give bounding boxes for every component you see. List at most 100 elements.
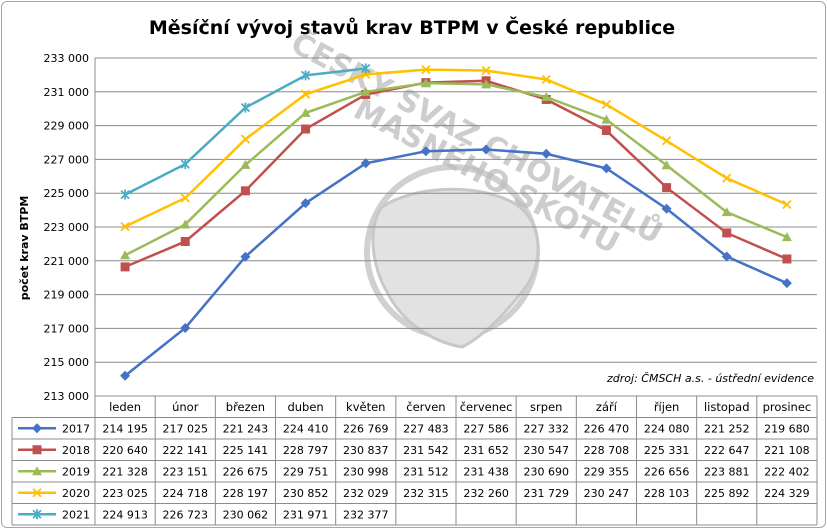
- table-cell-value: 222 402: [764, 465, 810, 478]
- table-cell-value: 223 151: [163, 465, 209, 478]
- legend-marker: [32, 445, 42, 455]
- series-2019: [120, 78, 792, 260]
- table-cell-value: 229 751: [283, 465, 329, 478]
- legend-marker: [32, 466, 42, 476]
- data-point: [300, 70, 311, 81]
- table-cell-value: 231 438: [463, 465, 509, 478]
- data-point: [180, 322, 191, 333]
- table-cell-value: 221 252: [704, 422, 750, 435]
- data-point: [240, 251, 251, 262]
- legend-marker: [32, 488, 42, 498]
- table-cell-value: 230 247: [584, 487, 630, 500]
- table-cell-value: 227 586: [463, 422, 509, 435]
- table-cell-value: 228 708: [584, 444, 630, 457]
- table-cell-value: 230 998: [343, 465, 389, 478]
- table-cell-value: 220 640: [102, 444, 148, 457]
- data-point: [781, 232, 792, 242]
- table-cell-value: 230 837: [343, 444, 389, 457]
- data-point: [481, 79, 492, 89]
- legend-marker: [32, 509, 42, 520]
- table-cell-value: 221 243: [223, 422, 269, 435]
- table-cell-value: 231 652: [463, 444, 509, 457]
- data-point: [120, 370, 131, 381]
- data-point: [180, 219, 191, 229]
- table-cell-value: 229 355: [584, 465, 630, 478]
- x-category-label: listopad: [704, 400, 750, 414]
- table-cell-value: 219 680: [764, 422, 810, 435]
- legend-key-2020: [18, 488, 56, 498]
- legend-key-2017: [18, 423, 56, 434]
- data-point: [301, 124, 311, 134]
- table-cell-value: 225 141: [223, 444, 269, 457]
- legend-key-2018: [18, 445, 56, 455]
- data-point: [601, 114, 612, 124]
- series-2017: [120, 144, 792, 381]
- data-point: [180, 159, 190, 170]
- y-tick-label: 219 000: [44, 289, 90, 302]
- table-cell-value: 230 062: [223, 508, 269, 521]
- x-category-label: červen: [406, 400, 445, 414]
- table-cell-value: 231 512: [403, 465, 449, 478]
- data-point: [120, 250, 131, 260]
- data-point: [120, 221, 130, 232]
- table-cell-value: 232 315: [403, 487, 449, 500]
- y-tick-label: 223 000: [44, 221, 90, 234]
- table-cell-value: 223 881: [704, 465, 750, 478]
- table-cell-value: 230 547: [524, 444, 570, 457]
- table-cell-value: 214 195: [102, 422, 148, 435]
- data-point: [661, 160, 672, 170]
- x-category-label: únor: [172, 400, 199, 414]
- y-axis-label: počet krav BTPM: [18, 196, 31, 301]
- table-cell-value: 226 723: [163, 508, 209, 521]
- table-cell-value: 226 675: [223, 465, 269, 478]
- series-line: [124, 68, 788, 228]
- data-point: [541, 74, 551, 85]
- table-cell-value: 228 197: [223, 487, 269, 500]
- data-point: [360, 86, 371, 96]
- x-category-label: srpen: [530, 400, 562, 414]
- data-point: [481, 65, 491, 76]
- table-cell-value: 228 797: [283, 444, 329, 457]
- data-point: [240, 134, 251, 144]
- data-point: [601, 163, 612, 174]
- table-cell-value: 228 103: [644, 487, 690, 500]
- legend-label: 2017: [62, 422, 90, 435]
- data-point: [481, 144, 492, 155]
- x-category-label: duben: [287, 400, 323, 414]
- x-category-label: září: [596, 400, 618, 414]
- table-cell-value: 224 718: [163, 487, 209, 500]
- table-cell-value: 221 328: [102, 465, 148, 478]
- series-line: [124, 81, 788, 257]
- data-point: [240, 159, 251, 169]
- x-category-label: prosinec: [763, 400, 812, 414]
- data-point: [721, 207, 732, 217]
- data-point: [421, 64, 431, 75]
- y-tick-label: 213 000: [44, 390, 90, 403]
- table-cell-value: 225 331: [644, 444, 690, 457]
- watermark-bull-head: [371, 187, 540, 349]
- legend-label: 2020: [62, 487, 90, 500]
- data-point: [300, 198, 311, 209]
- series-2021: [120, 63, 371, 200]
- data-point: [420, 146, 431, 157]
- y-tick-label: 227 000: [44, 153, 90, 166]
- data-point: [601, 99, 612, 110]
- table-cell-value: 222 141: [163, 444, 209, 457]
- data-point: [360, 158, 371, 169]
- table-cell-value: 230 690: [524, 465, 570, 478]
- y-tick-label: 233 000: [44, 52, 90, 65]
- table-cell-value: 224 410: [283, 422, 329, 435]
- data-point: [240, 186, 250, 196]
- data-point: [782, 254, 792, 264]
- data-point: [420, 78, 431, 88]
- table-cell-value: 224 329: [764, 487, 810, 500]
- data-point: [180, 193, 190, 203]
- y-tick-label: 229 000: [44, 120, 90, 133]
- data-point: [781, 278, 792, 289]
- legend-label: 2021: [62, 508, 90, 521]
- data-point: [721, 251, 732, 262]
- data-point: [300, 107, 311, 117]
